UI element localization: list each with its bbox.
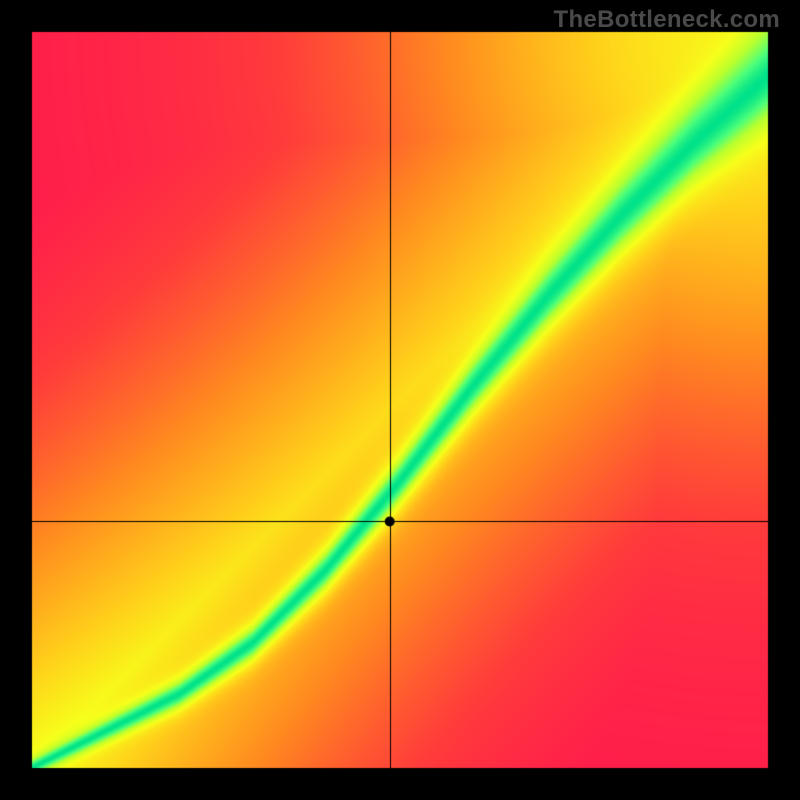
chart-container: TheBottleneck.com (0, 0, 800, 800)
heatmap-canvas (0, 0, 800, 800)
watermark-text: TheBottleneck.com (554, 6, 780, 34)
